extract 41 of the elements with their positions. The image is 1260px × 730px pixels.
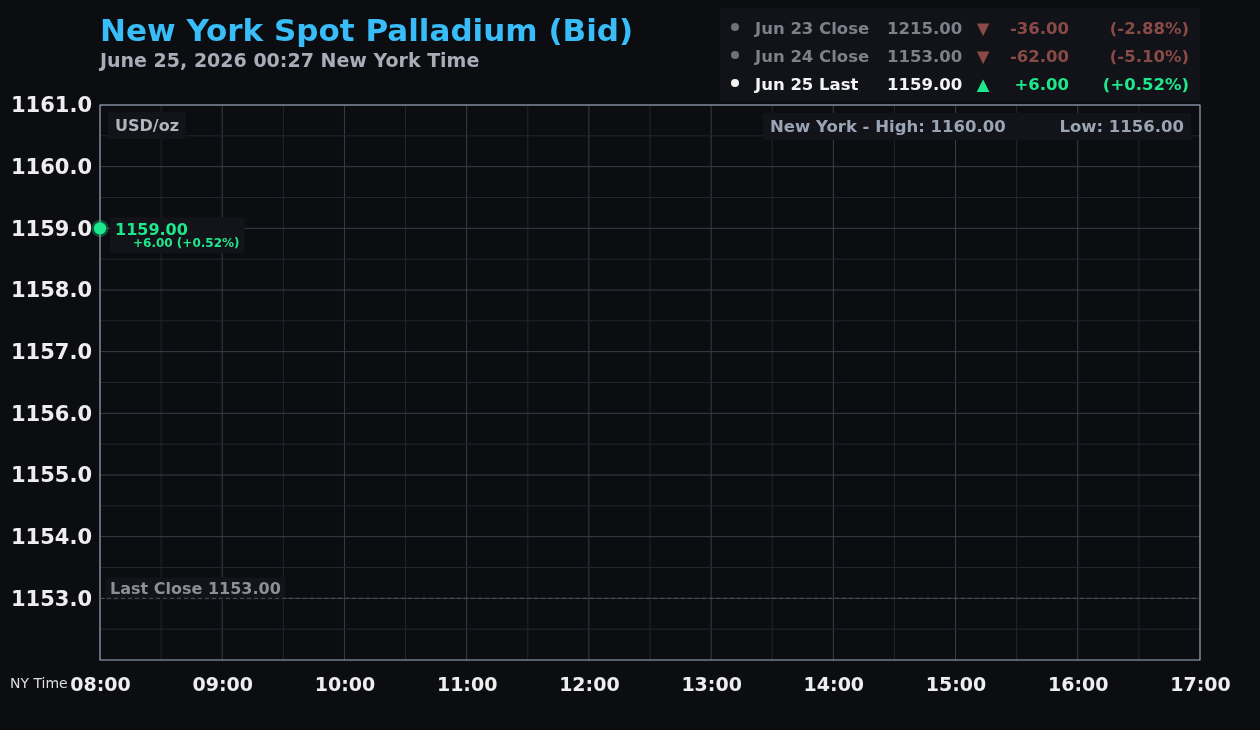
x-tick-label: 16:00 [1048, 673, 1109, 696]
x-tick-label: 13:00 [681, 673, 742, 696]
x-tick-label: 10:00 [314, 673, 376, 696]
text: Jun 25 Last [754, 75, 859, 94]
chart-subtitle: June 25, 2026 00:27 New York Time [98, 49, 480, 71]
y-tick-label: 1160.0 [10, 154, 92, 179]
text: ▲ [976, 75, 990, 94]
x-tick-label: 17:00 [1170, 673, 1231, 696]
text: (-2.88%) [1109, 19, 1189, 38]
text: 1153.00 [887, 47, 963, 66]
y-tick-label: 1159.0 [10, 216, 92, 241]
text: 1215.00 [887, 19, 963, 38]
y-tick-label: 1156.0 [10, 401, 92, 426]
text: -62.00 [1009, 47, 1069, 66]
x-axis-title: NY Time [10, 675, 68, 691]
y-axis-title: USD/oz [115, 116, 179, 135]
text: Jun 24 Close [754, 47, 870, 66]
x-tick-label: 14:00 [803, 673, 865, 696]
x-tick-label: 12:00 [559, 673, 620, 696]
text: Jun 23 Close [754, 19, 870, 38]
y-tick-label: 1154.0 [10, 524, 92, 549]
y-tick-label: 1161.0 [10, 93, 92, 118]
text: ▼ [976, 19, 990, 38]
text: -36.00 [1009, 19, 1069, 38]
ref-line-label: Last Close 1153.00 [110, 579, 281, 599]
annotation: Low: 1156.00 [1059, 117, 1184, 136]
y-tick-label: 1153.0 [10, 586, 92, 611]
text: +6.00 [1014, 75, 1069, 94]
x-tick-label: 15:00 [925, 673, 987, 696]
y-tick-label: 1155.0 [10, 463, 92, 488]
annotation: New York - High: 1160.00 [770, 117, 1006, 136]
text: ▼ [976, 47, 990, 66]
text: 1159.00 [887, 75, 963, 94]
text: (+0.52%) [1102, 75, 1189, 94]
x-tick-label: 11:00 [436, 673, 498, 696]
x-tick-label: 08:00 [70, 673, 131, 696]
x-tick-label: 09:00 [192, 673, 253, 696]
chart-title: New York Spot Palladium (Bid) [100, 12, 634, 48]
y-tick-label: 1157.0 [10, 339, 92, 364]
y-tick-label: 1158.0 [10, 278, 92, 303]
text: (-5.10%) [1109, 47, 1189, 66]
